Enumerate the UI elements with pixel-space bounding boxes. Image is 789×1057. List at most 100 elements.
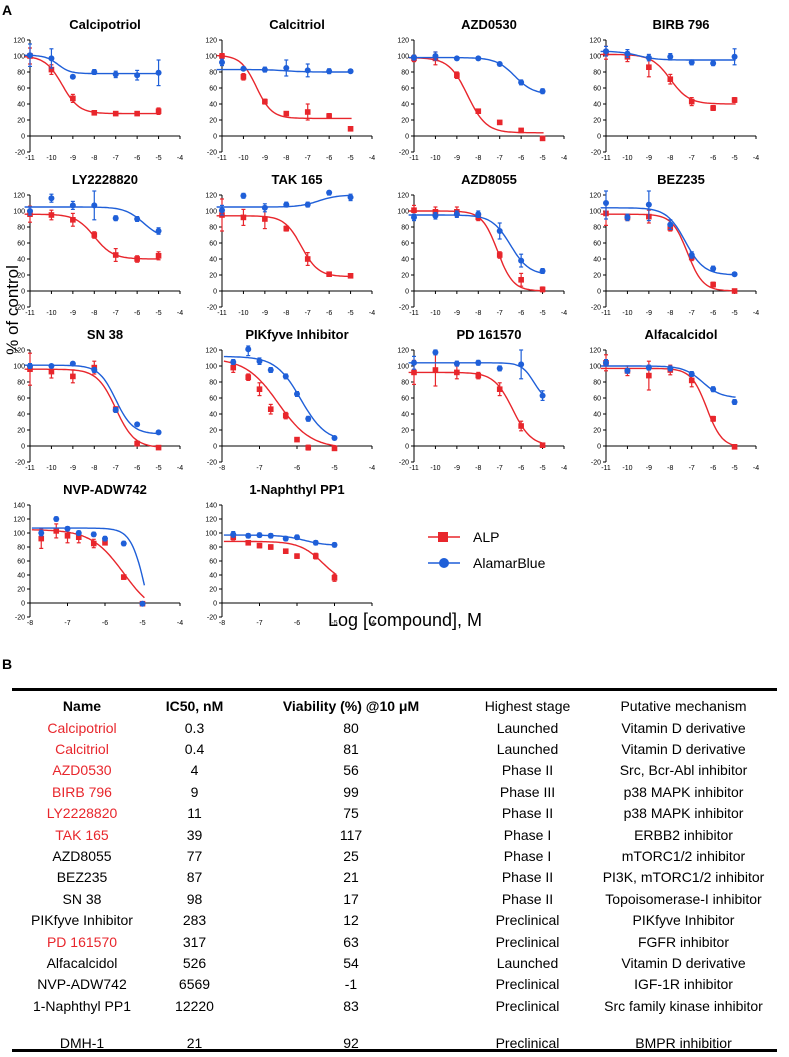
y-tick-label: 80	[209, 545, 217, 552]
data-point	[48, 195, 55, 202]
data-point	[305, 415, 312, 422]
y-tick-label: 80	[593, 380, 601, 387]
data-point	[27, 52, 33, 59]
dose-response-panel: Calcipotriol -20 0 20 40 60 80 100 120 -11 -10 -9 -8…	[13, 17, 183, 162]
putative-mechanism: FGFR inhibitor	[637, 933, 730, 950]
data-point	[312, 539, 319, 546]
x-tick-label: -9	[646, 310, 652, 317]
compound-name: BIRB 796	[52, 783, 112, 800]
data-point	[518, 257, 525, 264]
y-tick-label: 20	[401, 428, 409, 435]
ic50-value: 9	[190, 783, 199, 800]
panel-title: LY2228820	[72, 172, 138, 187]
x-tick-label: -11	[217, 310, 227, 317]
x-tick-label: -10	[238, 310, 248, 317]
spacer-cell	[12, 1016, 777, 1032]
viability-value: 12	[343, 912, 359, 929]
x-tick-label: -4	[561, 310, 567, 317]
data-point	[64, 533, 71, 539]
y-tick-label: 0	[21, 444, 25, 451]
y-tick-label: 120	[397, 193, 409, 200]
data-point	[475, 372, 482, 379]
panel-title: AZD0530	[461, 17, 517, 32]
x-tick-label: -6	[710, 155, 716, 162]
x-tick-label: -7	[497, 465, 503, 472]
y-tick-label: 100	[13, 54, 25, 61]
x-tick-label: -7	[305, 310, 311, 317]
y-tick-label: 80	[401, 225, 409, 232]
table-row: BEZ235 87 21 Phase II PI3K, mTORC1/2 inhibit…	[12, 867, 777, 888]
data-point	[326, 271, 332, 277]
data-point	[667, 365, 674, 372]
y-tick-label: 40	[401, 257, 409, 264]
ic50-value: 317	[182, 933, 207, 950]
fit-curve	[600, 207, 736, 276]
data-point	[283, 201, 290, 208]
fit-curve	[223, 540, 337, 576]
highest-stage: Preclinical	[495, 912, 560, 929]
y-tick-label: 20	[17, 118, 25, 125]
data-point	[155, 228, 162, 234]
y-tick-label: 0	[21, 134, 25, 141]
x-tick-label: -8	[283, 310, 289, 317]
x-tick-label: -7	[256, 620, 262, 627]
viability-value: 56	[343, 762, 359, 779]
x-tick-label: -11	[25, 465, 35, 472]
data-point	[267, 532, 274, 539]
y-tick-label: -20	[591, 150, 601, 157]
data-point	[539, 392, 546, 399]
panel-title: Calcipotriol	[69, 17, 141, 32]
data-point	[70, 217, 76, 223]
x-tick-label: -4	[561, 465, 567, 472]
data-point	[69, 202, 76, 209]
putative-mechanism: p38 MAPK inhibitor	[623, 805, 744, 822]
table-row: LY2228820 11 75 Phase II p38 MAPK inhibitor	[12, 803, 777, 824]
data-point	[304, 67, 311, 74]
table-row: NVP-ADW742 6569 -1 Preclinical IGF-1R inhibi…	[12, 974, 777, 995]
x-tick-label: -7	[689, 310, 695, 317]
data-point	[688, 377, 695, 384]
x-tick-label: -5	[331, 465, 337, 472]
data-point	[69, 360, 76, 367]
data-point	[120, 574, 127, 580]
y-tick-label: 60	[17, 241, 25, 248]
x-tick-label: -8	[91, 310, 97, 317]
y-tick-label: -20	[15, 460, 25, 467]
x-tick-label: -9	[454, 310, 460, 317]
data-point	[75, 530, 82, 536]
y-tick-label: 0	[213, 601, 217, 608]
ic50-value: 526	[182, 954, 207, 971]
x-tick-label: -9	[646, 465, 652, 472]
data-point	[645, 364, 652, 371]
data-point	[667, 53, 674, 60]
x-tick-label: -10	[238, 155, 248, 162]
x-tick-label: -9	[454, 465, 460, 472]
y-tick-label: 20	[17, 428, 25, 435]
data-point	[230, 359, 237, 365]
data-point	[282, 548, 289, 554]
fit-curve	[408, 362, 545, 396]
data-point	[731, 97, 738, 103]
x-tick-label: -5	[155, 465, 161, 472]
data-point	[91, 69, 98, 75]
data-point	[496, 119, 503, 126]
y-tick-label: 40	[17, 573, 25, 580]
x-tick-label: -6	[518, 465, 524, 472]
x-tick-label: -5	[731, 465, 737, 472]
data-point	[27, 366, 33, 372]
y-tick-label: 100	[205, 531, 217, 538]
putative-mechanism: Vitamin D derivative	[621, 719, 746, 736]
data-point	[294, 553, 300, 559]
data-point	[331, 435, 338, 441]
panel-title: 1-Naphthyl PP1	[249, 482, 344, 497]
data-point	[27, 363, 33, 369]
data-point	[304, 256, 311, 262]
x-tick-label: -5	[731, 155, 737, 162]
x-tick-label: -5	[347, 310, 353, 317]
compound-name: AZD0530	[52, 762, 112, 779]
legend-square-marker	[438, 532, 448, 542]
y-tick-label: -20	[207, 460, 217, 467]
table-header-row: Name IC50, nM Viability (%) @10 μM Highe…	[12, 695, 777, 717]
data-point	[326, 113, 332, 119]
panel-title: BIRB 796	[652, 17, 709, 32]
